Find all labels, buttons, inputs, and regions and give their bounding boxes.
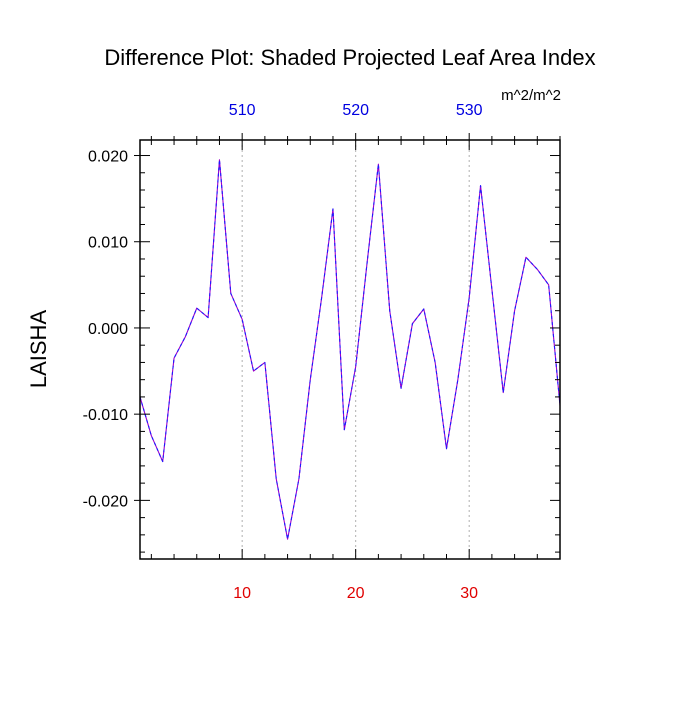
plot-frame — [139, 139, 561, 560]
units-label: m^2/m^2 — [501, 87, 561, 104]
y-tick-label: -0.020 — [83, 493, 128, 510]
axis-ticks — [134, 133, 561, 559]
y-tick-label: 0.020 — [88, 149, 128, 166]
x-tick-label-top: 530 — [456, 102, 483, 119]
grid-lines — [241, 140, 470, 559]
x-tick-label-bottom: 20 — [347, 585, 365, 602]
chart-title: Difference Plot: Shaded Projected Leaf A… — [104, 45, 595, 70]
series-layer — [139, 159, 561, 540]
x-tick-label-top: 520 — [342, 102, 369, 119]
x-tick-label-bottom: 10 — [233, 585, 251, 602]
x-tick-label-bottom: 30 — [460, 585, 478, 602]
x-tick-label-top: 510 — [229, 102, 256, 119]
y-axis-label: LAISHA — [26, 310, 51, 389]
y-tick-label: -0.010 — [83, 407, 128, 424]
y-tick-label: 0.010 — [88, 235, 128, 252]
tick-labels: -0.020 -0.010 0.000 0.010 0.020 10 20 30 510 520 5… — [83, 102, 483, 602]
y-tick-label: 0.000 — [88, 321, 128, 338]
series-line-0 — [139, 159, 561, 540]
series-line-dash-0 — [139, 159, 561, 540]
